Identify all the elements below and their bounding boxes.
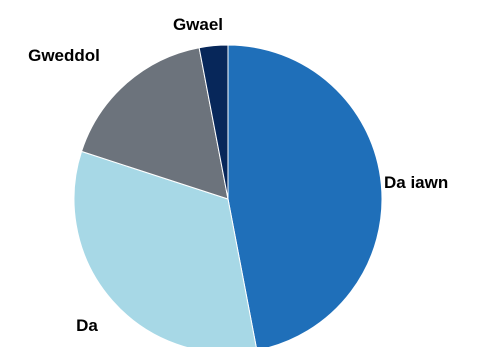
pie-slices xyxy=(73,44,383,347)
pie-label-da: Da xyxy=(76,316,98,335)
pie-slice-gwael xyxy=(198,44,229,200)
pie-label-gwael: Gwael xyxy=(173,15,223,34)
pie-slice-gweddol xyxy=(80,47,229,200)
pie-labels: Da iawn Da Gweddol Gwael xyxy=(28,15,448,335)
pie-slice-da-iawn xyxy=(227,44,383,347)
pie-label-gweddol: Gweddol xyxy=(28,46,100,65)
pie-label-da-iawn: Da iawn xyxy=(384,173,448,192)
pie-slice-da xyxy=(73,150,257,347)
